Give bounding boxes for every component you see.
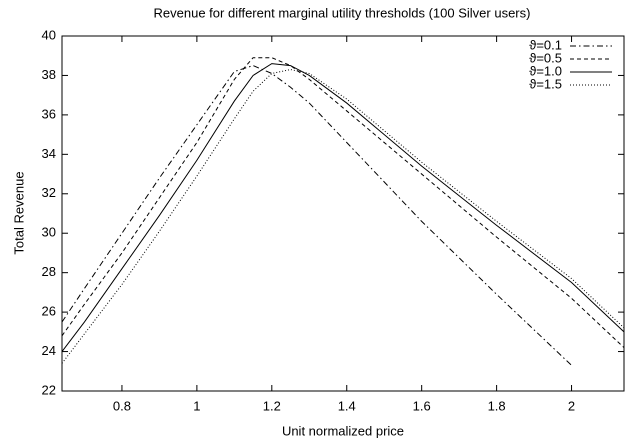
legend-label: ϑ=1.0 [529, 63, 562, 78]
x-tick-label: 1 [193, 398, 200, 413]
line-series [61, 63, 625, 352]
y-tick-label: 22 [42, 382, 56, 397]
x-tick-label: 1.2 [263, 398, 281, 413]
y-tick-label: 30 [42, 225, 56, 240]
y-tick-label: 36 [42, 106, 56, 121]
legend-label: ϑ=0.1 [529, 37, 562, 52]
x-tick-label: 1.8 [488, 398, 506, 413]
x-tick-label: 0.8 [113, 398, 131, 413]
y-tick-label: 26 [42, 304, 56, 319]
chart-title: Revenue for different marginal utility t… [154, 5, 531, 20]
y-tick-label: 38 [42, 67, 56, 82]
y-tick-label: 28 [42, 264, 56, 279]
y-tick-label: 24 [42, 343, 56, 358]
y-axis-label: Total Revenue [11, 171, 26, 254]
plot-frame [61, 35, 625, 392]
y-tick-label: 40 [42, 27, 56, 42]
line-series [61, 65, 572, 366]
x-tick-label: 1.6 [413, 398, 431, 413]
legend-label: ϑ=1.5 [529, 76, 562, 91]
legend-label: ϑ=0.5 [529, 50, 562, 65]
y-tick-label: 32 [42, 185, 56, 200]
x-tick-label: 2 [568, 398, 575, 413]
y-tick-label: 34 [42, 146, 56, 161]
line-series [61, 57, 625, 348]
x-axis-label: Unit normalized price [282, 423, 404, 438]
line-series [61, 69, 625, 364]
x-tick-label: 1.4 [338, 398, 356, 413]
